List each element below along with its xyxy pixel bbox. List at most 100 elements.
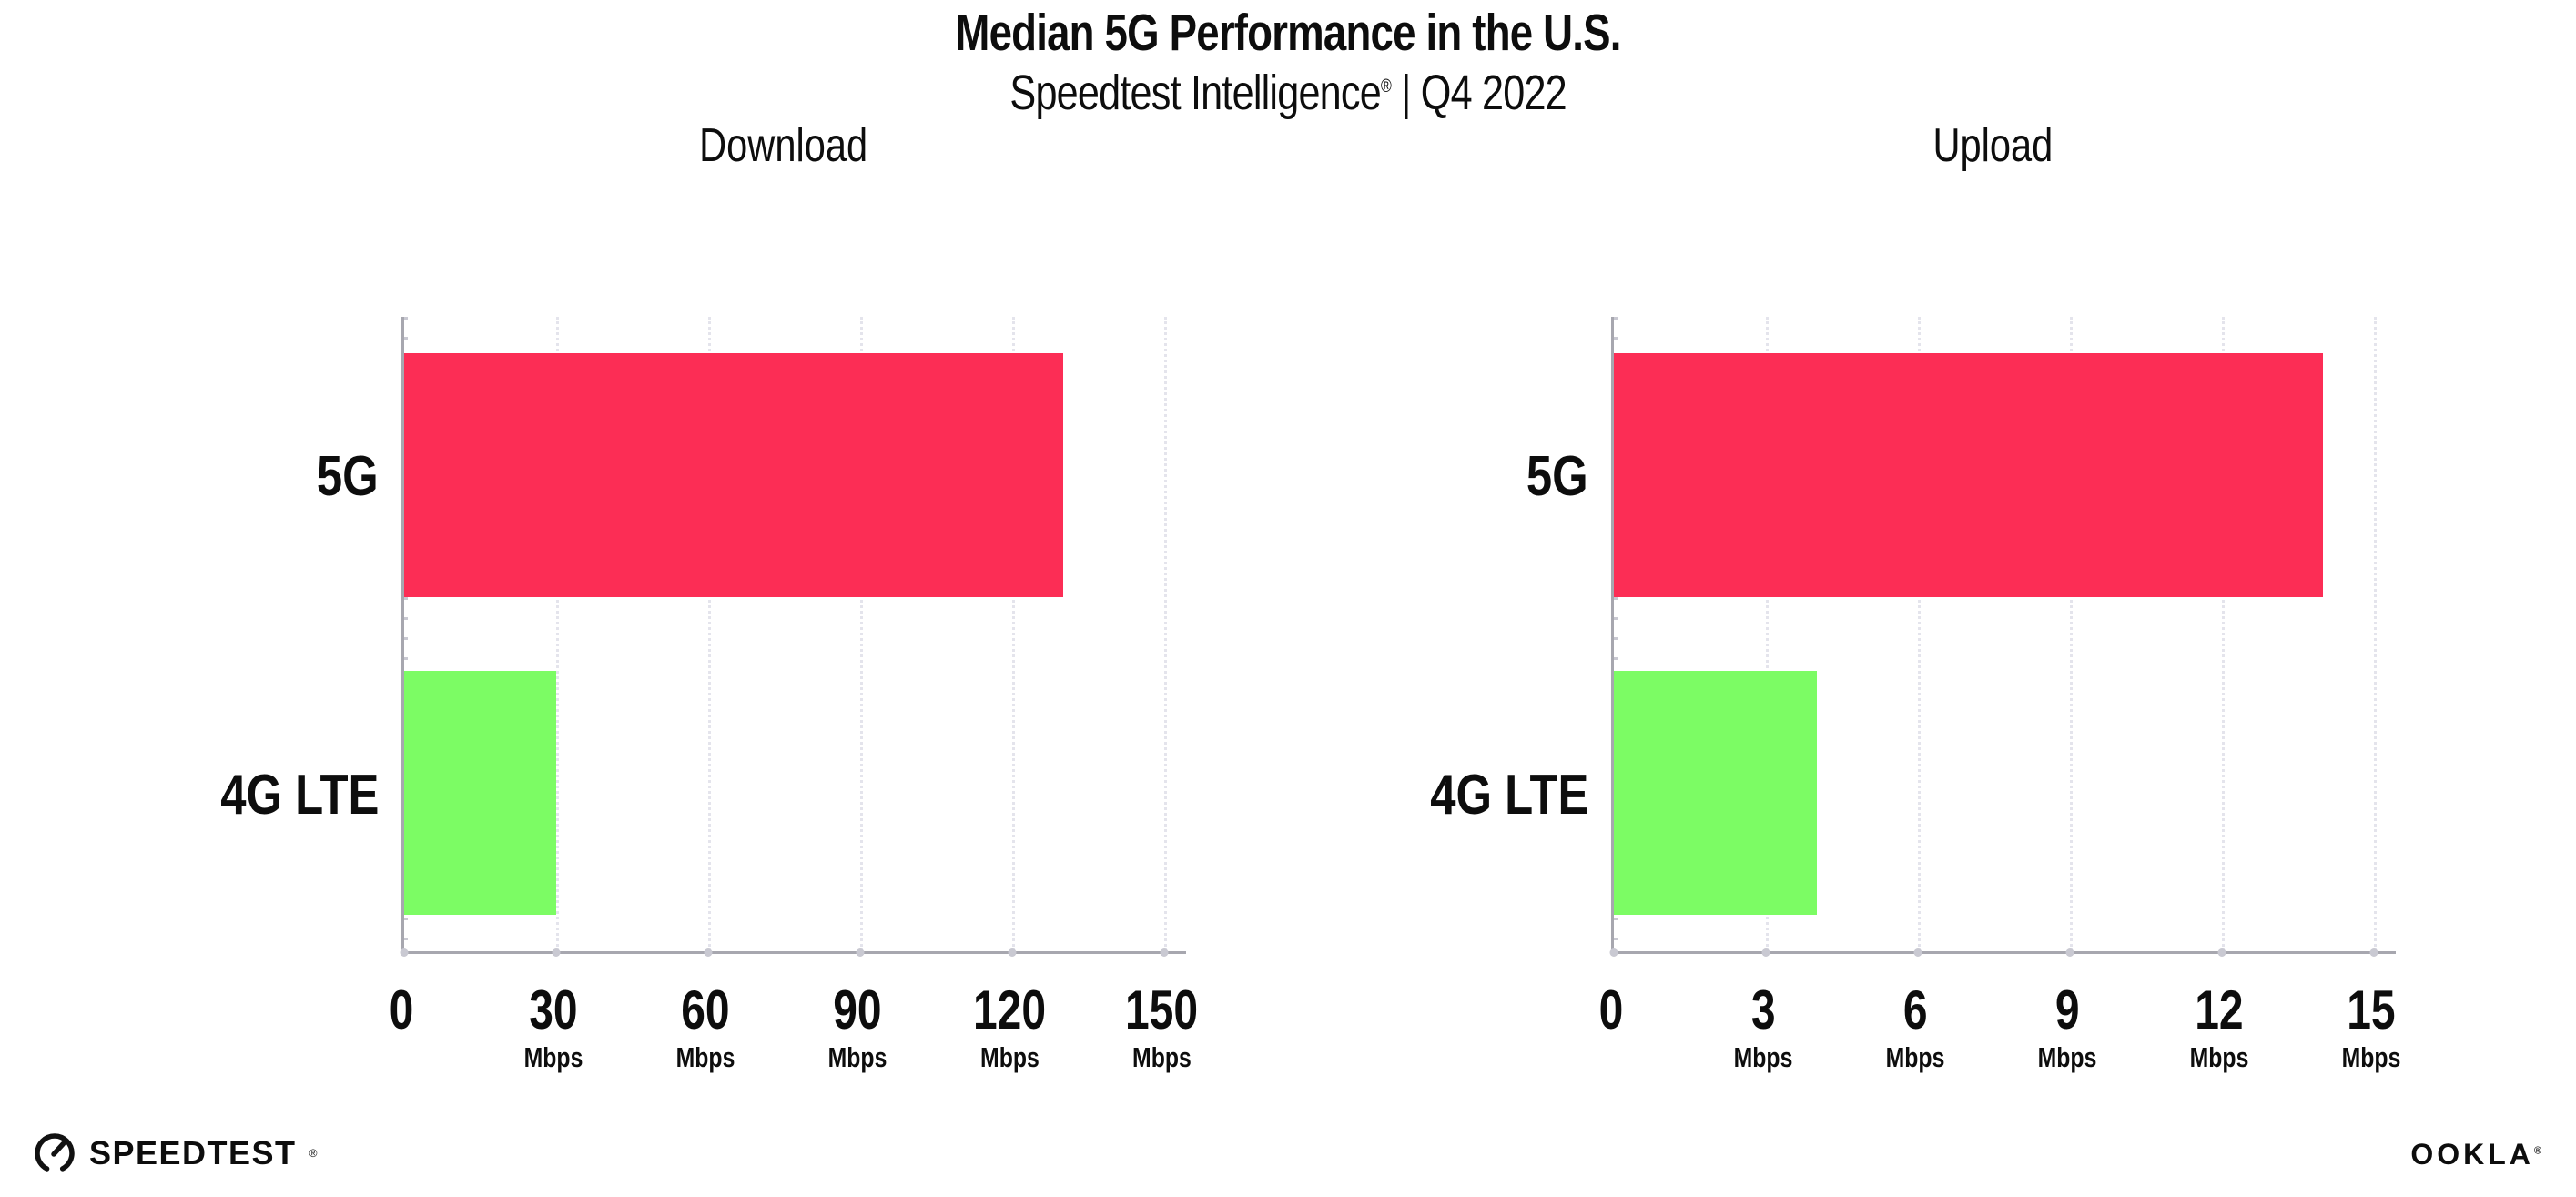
- x-tick-value: 6: [1879, 981, 1952, 1040]
- bar-5g: [1614, 353, 2324, 598]
- x-tick-value: 30: [517, 981, 591, 1040]
- x-tick-value: 9: [2031, 981, 2104, 1040]
- x-tick-unit-text: Mbps: [1131, 1041, 1192, 1073]
- y-axis-minor-ticks: [404, 317, 408, 951]
- x-tick-0: 0: [1596, 981, 1626, 1040]
- x-tick-value-text: 3: [1750, 979, 1776, 1040]
- x-tick-12: 12 Mbps: [2183, 981, 2257, 1076]
- y-axis-label-text: 4G LTE: [219, 763, 379, 827]
- x-tick-unit: Mbps: [517, 1040, 591, 1076]
- x-tick-value: 15: [2335, 981, 2409, 1040]
- x-tick-120: 120 Mbps: [964, 981, 1055, 1076]
- x-tick-unit-text: Mbps: [979, 1041, 1040, 1073]
- x-tick-value-text: 120: [972, 979, 1047, 1040]
- x-tick-unit: Mbps: [669, 1040, 743, 1076]
- x-tick-value-text: 15: [2347, 979, 2396, 1040]
- y-axis-label-text: 5G: [1526, 444, 1588, 508]
- plot-area: [400, 317, 1186, 957]
- axis-tick-dot-9: [2065, 948, 2074, 957]
- x-tick-90: 90 Mbps: [821, 981, 895, 1076]
- axis-tick-dot-120: [1008, 948, 1017, 957]
- page-subtitle-text: Speedtest Intelligence® | Q4 2022: [1009, 66, 1567, 120]
- gridline-90: [860, 317, 863, 951]
- x-tick-unit-text: Mbps: [523, 1041, 583, 1073]
- x-tick-value: 3: [1727, 981, 1800, 1040]
- axis-tick-dot-0: [400, 948, 409, 957]
- gridline-150: [1164, 317, 1167, 951]
- gridline-15: [2374, 317, 2377, 951]
- axis-tick-dot-12: [2217, 948, 2226, 957]
- x-tick-unit: Mbps: [1727, 1040, 1800, 1076]
- plot-area: [1609, 317, 2396, 957]
- x-tick-unit: Mbps: [1116, 1040, 1207, 1076]
- x-tick-value-text: 60: [681, 979, 730, 1040]
- gridline-9: [2070, 317, 2073, 951]
- x-tick-value: 90: [821, 981, 895, 1040]
- x-tick-unit-text: Mbps: [675, 1041, 735, 1073]
- page-title-text: Median 5G Performance in the U.S.: [955, 4, 1621, 62]
- x-tick-unit-text: Mbps: [827, 1041, 887, 1073]
- x-tick-value-text: 0: [389, 979, 414, 1040]
- x-tick-150: 150 Mbps: [1116, 981, 1207, 1076]
- axis-tick-dot-0: [1609, 948, 1618, 957]
- bar-5g: [404, 353, 1063, 598]
- x-tick-value: 12: [2183, 981, 2257, 1040]
- bar-4g-lte: [1614, 670, 1817, 915]
- speedtest-logo: SPEEDTEST ®: [33, 1131, 317, 1175]
- x-tick-unit: Mbps: [964, 1040, 1055, 1076]
- axis-tick-dot-3: [1761, 948, 1770, 957]
- x-tick-30: 30 Mbps: [517, 981, 591, 1076]
- gridline-60: [708, 317, 711, 951]
- x-tick-15: 15 Mbps: [2335, 981, 2409, 1076]
- x-tick-value: 150: [1116, 981, 1207, 1040]
- gridline-3: [1766, 317, 1769, 951]
- x-tick-unit-text: Mbps: [1885, 1041, 1945, 1073]
- chart-download: Download 5G 4G LTE 0 30 Mbps 60 Mbps 90 Mbps 120…: [180, 118, 1198, 1129]
- x-tick-value-text: 0: [1598, 979, 1624, 1040]
- x-tick-3: 3 Mbps: [1727, 981, 1800, 1076]
- chart-title-download: Download: [698, 119, 867, 172]
- x-tick-value-text: 6: [1902, 979, 1928, 1040]
- page-subtitle: Speedtest Intelligence® | Q4 2022: [0, 68, 2576, 117]
- ookla-registered-mark: ®: [2533, 1145, 2541, 1157]
- gridline-30: [556, 317, 559, 951]
- subtitle-period: Q4 2022: [1420, 66, 1567, 120]
- speedtest-gauge-icon: [35, 1133, 75, 1173]
- x-tick-value-text: 150: [1124, 979, 1199, 1040]
- gridline-6: [1918, 317, 1921, 951]
- axis-tick-dot-90: [856, 948, 865, 957]
- ookla-wordmark: OOKLA: [2410, 1138, 2534, 1171]
- x-tick-9: 9 Mbps: [2031, 981, 2104, 1076]
- subtitle-brand: Speedtest Intelligence: [1009, 66, 1381, 120]
- y-axis-minor-ticks: [1614, 317, 1618, 951]
- axis-tick-dot-150: [1160, 948, 1169, 957]
- x-tick-unit-text: Mbps: [2037, 1041, 2097, 1073]
- y-axis-labels: 5G 4G LTE: [1390, 317, 1588, 954]
- axis-tick-dot-60: [704, 948, 713, 957]
- header: Median 5G Performance in the U.S. Speedt…: [0, 7, 2576, 118]
- axis-tick-dot-15: [2369, 948, 2378, 957]
- x-tick-6: 6 Mbps: [1879, 981, 1952, 1076]
- y-axis-label-4g-lte: 4G LTE: [1390, 635, 1588, 954]
- x-tick-value: 60: [669, 981, 743, 1040]
- chart-title-upload: Upload: [1932, 119, 2054, 172]
- x-tick-value: 120: [964, 981, 1055, 1040]
- y-axis-label-text: 5G: [317, 444, 379, 508]
- axis-tick-dot-6: [1913, 948, 1922, 957]
- x-tick-60: 60 Mbps: [669, 981, 743, 1076]
- x-tick-unit: Mbps: [2335, 1040, 2409, 1076]
- y-axis-label-5g: 5G: [1390, 317, 1588, 635]
- plot-scale: [400, 317, 1169, 957]
- x-axis: 0 3 Mbps 6 Mbps 9 Mbps 12 Mbps 15 Mbps: [1599, 981, 2401, 1118]
- x-tick-value-text: 9: [2054, 979, 2080, 1040]
- x-tick-unit: Mbps: [821, 1040, 895, 1076]
- bar-4g-lte: [404, 670, 556, 915]
- x-tick-0: 0: [386, 981, 416, 1040]
- y-axis-label-5g: 5G: [180, 317, 379, 635]
- page-title: Median 5G Performance in the U.S.: [0, 7, 2576, 59]
- chart-upload: Upload 5G 4G LTE 0 3 Mbps 6 Mbps 9 Mbps 12 Mbps 15…: [1390, 118, 2401, 1129]
- x-tick-unit-text: Mbps: [2189, 1041, 2249, 1073]
- x-tick-unit: Mbps: [1879, 1040, 1952, 1076]
- registered-mark: ®: [1380, 76, 1392, 96]
- speedtest-registered-mark: ®: [309, 1147, 318, 1160]
